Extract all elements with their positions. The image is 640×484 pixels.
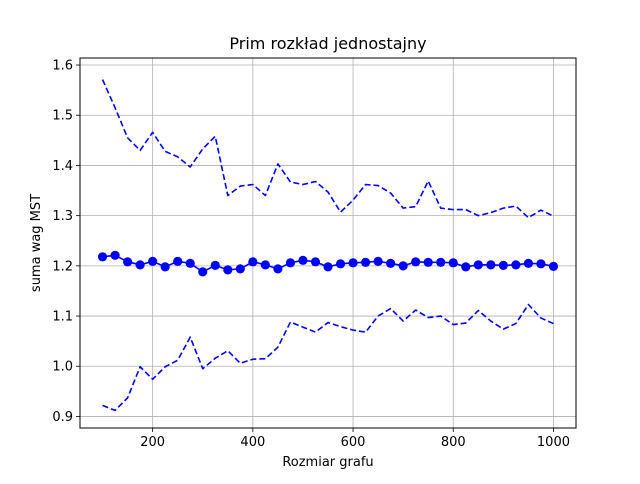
x-axis-label: Rozmiar grafu <box>282 455 373 470</box>
x-tick-label: 600 <box>341 435 366 450</box>
data-point-mean <box>110 250 120 260</box>
x-tick-label: 200 <box>140 435 165 450</box>
data-point-mean <box>285 258 296 268</box>
data-point-mean <box>448 258 458 268</box>
data-point-mean <box>148 256 158 266</box>
data-point-mean <box>498 260 508 270</box>
series-layer <box>97 79 559 412</box>
x-tick-label: 1000 <box>537 435 570 450</box>
data-point-mean <box>323 262 333 272</box>
data-point-mean <box>523 258 534 268</box>
data-point-mean <box>486 260 496 270</box>
y-tick-label: 0.9 <box>52 410 73 425</box>
data-point-mean <box>536 259 546 269</box>
series-line-upper <box>101 79 554 219</box>
data-point-mean <box>548 261 559 271</box>
data-point-mean <box>97 252 108 262</box>
y-tick-label: 1.1 <box>52 310 73 325</box>
data-point-mean <box>411 257 421 267</box>
data-point-mean <box>423 257 433 267</box>
data-point-mean <box>386 258 396 268</box>
data-point-mean <box>348 258 358 268</box>
y-tick-label: 1.2 <box>52 259 73 274</box>
y-tick-label: 1.6 <box>52 59 73 74</box>
data-point-mean <box>360 257 371 267</box>
y-tick-label: 1.3 <box>52 209 73 224</box>
y-tick-label: 1.5 <box>52 109 73 124</box>
data-point-mean <box>173 256 183 266</box>
data-point-mean <box>260 260 270 270</box>
chart-title: Prim rozkład jednostajny <box>229 34 426 53</box>
y-tick-label: 1.4 <box>52 159 73 174</box>
data-point-mean <box>135 260 145 270</box>
data-point-mean <box>473 260 483 270</box>
x-tick-label: 400 <box>240 435 265 450</box>
ticks: 200 400 600 800 1000 0.9 1.0 1.1 1.2 1.3 1.4 1.5 1.6 <box>52 59 570 450</box>
data-point-mean <box>223 265 233 275</box>
data-point-mean <box>373 256 383 266</box>
data-point-mean <box>310 257 321 267</box>
data-point-mean <box>298 255 308 265</box>
plot-frame <box>79 57 577 429</box>
data-point-mean <box>335 259 346 269</box>
y-axis-label: suma wag MST <box>29 194 44 292</box>
data-point-mean <box>511 260 521 270</box>
y-tick-label: 1.0 <box>52 360 73 375</box>
data-point-mean <box>160 262 170 272</box>
data-point-mean <box>461 262 471 272</box>
plot-area <box>80 58 576 428</box>
data-point-mean <box>123 257 133 267</box>
data-point-mean <box>235 264 245 274</box>
series-line-lower <box>102 303 554 412</box>
data-point-mean <box>273 264 283 274</box>
x-tick-label: 800 <box>441 435 466 450</box>
data-point-mean <box>198 267 208 277</box>
data-point-mean <box>398 261 408 271</box>
data-point-mean <box>210 260 220 270</box>
data-point-mean <box>436 257 446 267</box>
data-point-mean <box>248 257 258 267</box>
data-point-mean <box>185 258 195 268</box>
